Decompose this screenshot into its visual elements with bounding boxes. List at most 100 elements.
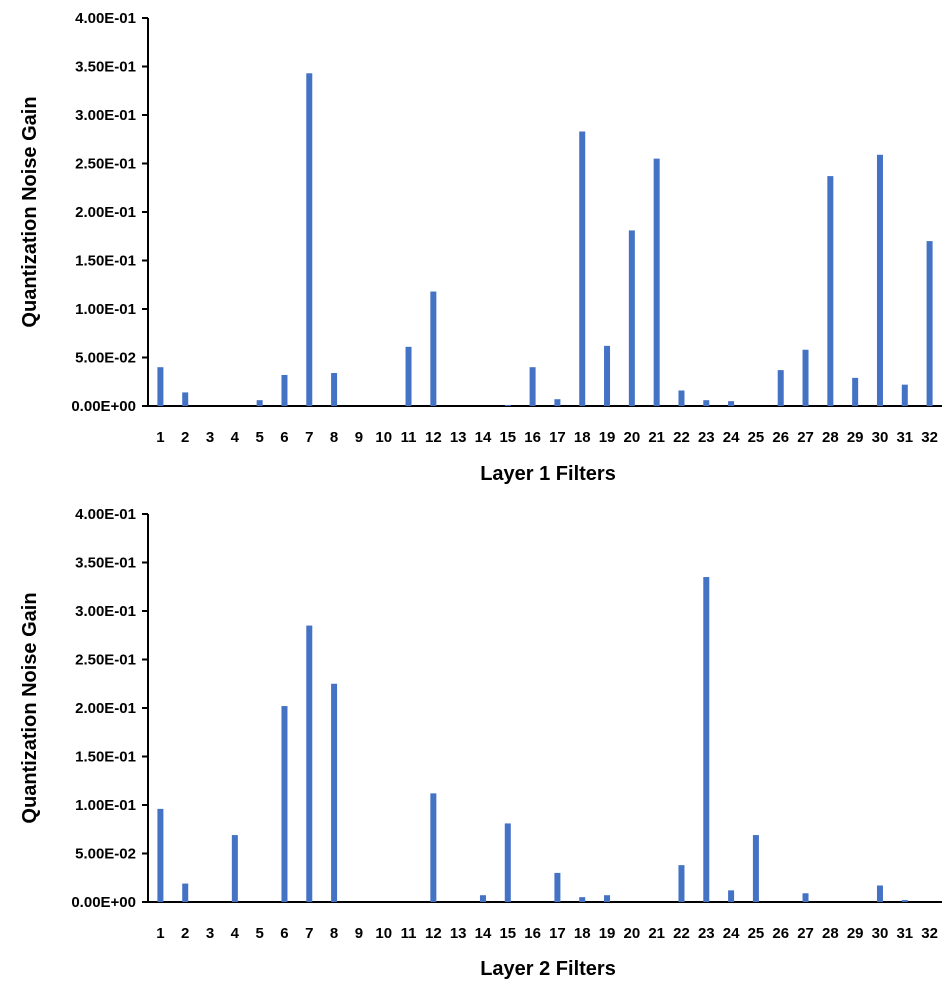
y-tick-label: 1.00E-01 (75, 797, 136, 814)
x-tick-label: 2 (181, 429, 189, 446)
bar-32 (926, 241, 933, 406)
x-tick-label: 31 (896, 925, 913, 942)
x-tick-label: 16 (524, 429, 541, 446)
bar-19 (604, 345, 611, 406)
bar-29 (852, 377, 859, 406)
bar-11 (405, 346, 412, 406)
bar-6 (281, 706, 288, 902)
x-tick-label: 21 (648, 925, 665, 942)
bar-7 (306, 73, 313, 406)
bar-27 (802, 349, 809, 406)
bar-21 (653, 158, 660, 406)
x-tick-label: 26 (772, 925, 789, 942)
x-tick-label: 19 (599, 429, 616, 446)
bar-24 (728, 401, 735, 406)
x-tick-label: 4 (231, 429, 240, 446)
x-tick-label: 24 (723, 925, 740, 942)
x-tick-label: 30 (872, 925, 889, 942)
bar-2 (182, 883, 189, 902)
x-tick-label: 11 (401, 925, 417, 942)
x-tick-label: 25 (748, 925, 765, 942)
x-tick-label: 6 (280, 429, 288, 446)
y-tick-label: 2.00E-01 (75, 204, 136, 221)
bar-22 (678, 865, 685, 902)
y-tick-label: 3.50E-01 (75, 555, 136, 572)
x-tick-label: 24 (723, 429, 740, 446)
bar-23 (703, 577, 710, 902)
x-tick-label: 7 (305, 429, 313, 446)
x-tick-label: 13 (450, 429, 467, 446)
x-tick-label: 14 (475, 429, 492, 446)
x-tick-label: 28 (822, 429, 839, 446)
x-tick-label: 32 (921, 429, 938, 446)
x-tick-label: 27 (797, 925, 814, 942)
bar-30 (876, 885, 883, 902)
bar-12 (430, 793, 437, 902)
bar-25 (752, 835, 759, 902)
bar-18 (579, 897, 586, 902)
x-tick-label: 19 (599, 925, 616, 942)
x-tick-label: 18 (574, 925, 591, 942)
bar-14 (479, 895, 486, 902)
x-tick-label: 30 (872, 429, 889, 446)
x-tick-label: 17 (549, 925, 566, 942)
x-tick-label: 1 (156, 925, 164, 942)
bar-4 (231, 835, 238, 902)
bar-31 (901, 384, 908, 406)
bar-16 (529, 367, 536, 406)
x-tick-label: 28 (822, 925, 839, 942)
x-tick-label: 22 (673, 925, 690, 942)
x-tick-label: 3 (206, 429, 214, 446)
bar-8 (331, 683, 338, 902)
x-tick-label: 9 (355, 925, 363, 942)
bar-2 (182, 392, 189, 406)
x-tick-label: 10 (375, 429, 392, 446)
bar-15 (504, 405, 511, 406)
x-tick-label: 26 (772, 429, 789, 446)
x-tick-label: 16 (524, 925, 541, 942)
bar-19 (604, 895, 611, 902)
y-tick-label: 1.00E-01 (75, 301, 136, 318)
bar-27 (802, 893, 809, 902)
y-tick-label: 5.00E-02 (75, 846, 136, 863)
x-tick-label: 20 (624, 925, 641, 942)
x-tick-label: 13 (450, 925, 467, 942)
x-tick-label: 31 (896, 429, 913, 446)
y-tick-label: 4.00E-01 (75, 10, 136, 27)
x-tick-label: 17 (549, 429, 566, 446)
y-tick-label: 3.50E-01 (75, 59, 136, 76)
x-tick-label: 7 (305, 925, 313, 942)
x-tick-label: 3 (206, 925, 214, 942)
x-tick-label: 29 (847, 429, 864, 446)
x-tick-label: 18 (574, 429, 591, 446)
bar-17 (554, 872, 561, 902)
x-tick-label: 20 (624, 429, 641, 446)
x-tick-label: 23 (698, 429, 715, 446)
x-tick-label: 2 (181, 925, 189, 942)
x-tick-label: 15 (499, 429, 516, 446)
bar-15 (504, 823, 511, 902)
x-tick-label: 23 (698, 925, 715, 942)
y-tick-label: 2.50E-01 (75, 652, 136, 669)
bar-22 (678, 390, 685, 406)
x-tick-label: 27 (797, 429, 814, 446)
x-tick-label: 11 (401, 429, 417, 446)
y-tick-label: 0.00E+00 (71, 894, 136, 911)
bar-17 (554, 399, 561, 406)
x-tick-label: 25 (748, 429, 765, 446)
y-tick-label: 0.00E+00 (71, 398, 136, 415)
bar-1 (157, 808, 164, 902)
x-axis-title: Layer 2 Filters (480, 958, 616, 980)
x-tick-label: 29 (847, 925, 864, 942)
x-tick-label: 9 (355, 429, 363, 446)
y-tick-label: 2.00E-01 (75, 700, 136, 717)
x-tick-label: 22 (673, 429, 690, 446)
bar-12 (430, 291, 437, 406)
bar-20 (628, 230, 635, 406)
x-tick-label: 12 (425, 429, 442, 446)
y-tick-label: 4.00E-01 (75, 506, 136, 523)
x-tick-label: 6 (280, 925, 288, 942)
x-tick-label: 15 (499, 925, 516, 942)
bar-31 (901, 900, 908, 902)
